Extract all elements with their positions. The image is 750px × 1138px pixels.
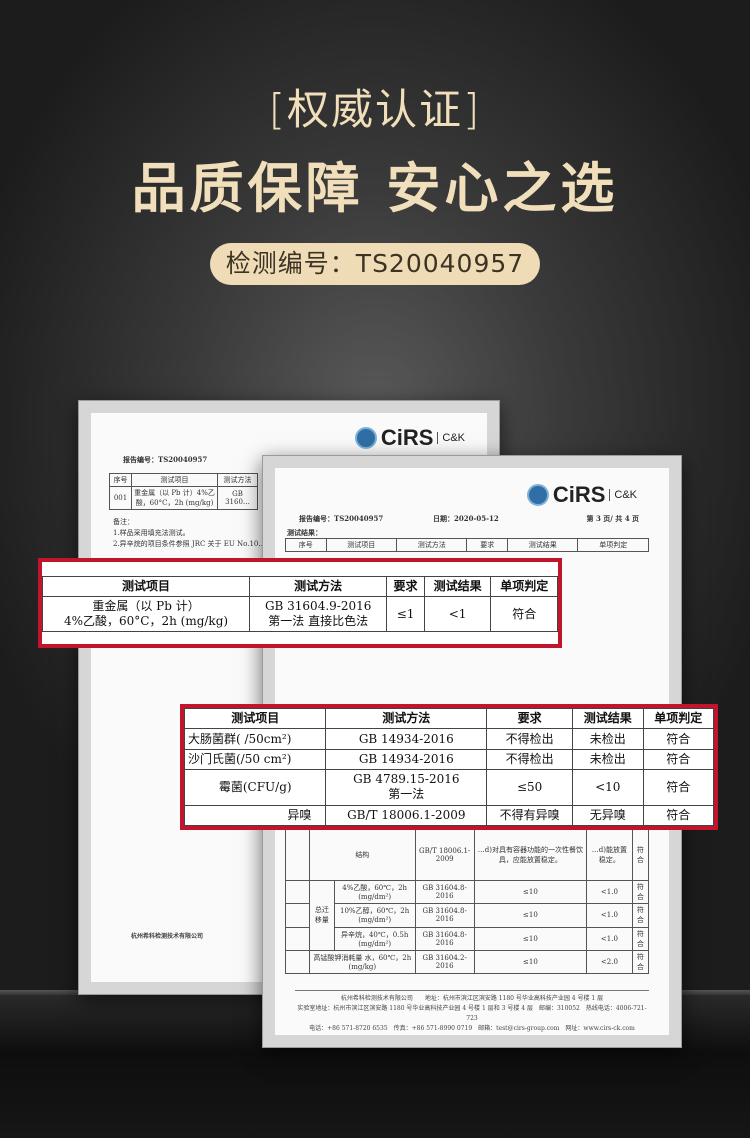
microbial-callout: 测试项目 测试方法 要求 测试结果 单项判定 大肠菌群( /50cm²) GB 14934… — [180, 704, 718, 830]
headline: 品质保障 安心之选 — [131, 157, 619, 220]
footer-divider — [295, 990, 649, 991]
note: 备注： — [113, 518, 134, 526]
table-row: 霉菌(CFU/g) GB 4789.15-2016 第一法 ≤50 <10 符合 — [183, 769, 714, 806]
report-no: 报告编号：TS20040957 — [123, 455, 208, 464]
seal-icon — [354, 427, 377, 449]
cell: GB 3160… — [217, 486, 258, 510]
cell: 001 — [109, 486, 132, 510]
table-row: 重金属（以 Pb 计） 4%乙酸，60°C，2h (mg/kg) GB 31604… — [41, 596, 558, 632]
header-cell: 测试项目 — [131, 473, 218, 487]
note: 2.异辛烷的项目条件参照 JRC 关于 EU No.10… — [113, 540, 266, 548]
table-row: 大肠菌群( /50cm²) GB 14934-2016 不得检出 未检出 符合 — [183, 728, 714, 750]
report-footer: 杭州希科检测技术有限公司 地址：杭州市滨江区滨安路 1180 号华业高科技产业园… — [297, 995, 647, 1032]
front-table-body: 结构 GB/T 18006.1-2009 …d)对具有容器功能的一次性餐饮具，应能放… — [285, 828, 650, 975]
cirs-logo: CiRS C&K — [526, 482, 637, 508]
back-table: 序号 测试项目 测试方法 001 重金属（以 Pb 计）4%乙酸，60°C，2h (m… — [109, 473, 258, 510]
report-date: 日期：2020-05-12 — [433, 514, 499, 523]
heavy-metal-callout: 测试项目 测试方法 要求 测试结果 单项判定 重金属（以 Pb 计） 4%乙酸，60°C，… — [38, 558, 562, 648]
report-no: 报告编号：TS20040957 — [299, 514, 384, 523]
section-subtitle: [权威认证] — [268, 85, 482, 134]
table-row: 异嗅 GB/T 18006.1-2009 不得有异嗅 无异嗅 符合 — [183, 804, 714, 827]
report-number-pill: 检测编号：TS20040957 — [210, 243, 540, 285]
front-table-header: 序号 测试项目 测试方法 要求 测试结果 单项判定 — [285, 538, 649, 552]
cirs-logo: CiRS C&K — [354, 425, 465, 451]
header-cell: 序号 — [109, 473, 132, 487]
seal-icon — [526, 484, 549, 506]
note: 1.样品采用填充法测试。 — [113, 529, 190, 537]
table-row: 沙门氏菌(/50 cm²) GB 14934-2016 不得检出 未检出 符合 — [183, 748, 714, 771]
page-number: 第 3 页/ 共 4 页 — [586, 514, 639, 523]
company-name: 杭州希科检测技术有限公司 — [131, 933, 204, 940]
cell: 重金属（以 Pb 计）4%乙酸，60°C，2h (mg/kg) — [131, 486, 218, 510]
section-label: 测试结果： — [287, 528, 322, 537]
header-cell: 测试方法 — [217, 473, 258, 487]
